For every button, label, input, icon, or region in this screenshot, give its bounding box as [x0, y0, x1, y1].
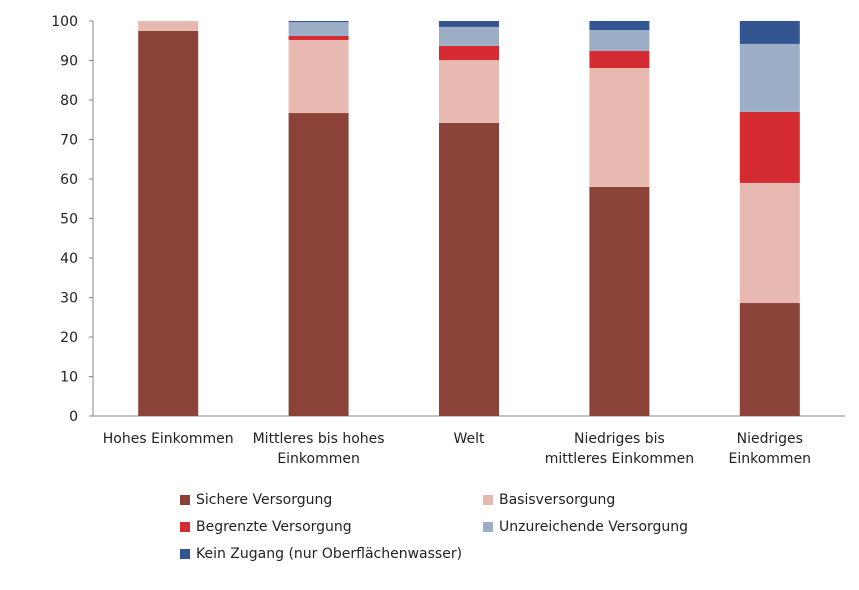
legend-item-kein-zugang: Kein Zugang (nur Oberflächenwasser) — [180, 546, 462, 562]
y-tick-label: 30 — [60, 291, 78, 307]
bar-segment — [589, 186, 650, 416]
y-tick-label: 100 — [51, 14, 78, 30]
legend-item-begrenzt: Begrenzte Versorgung — [180, 519, 352, 535]
legend-label: Sichere Versorgung — [196, 492, 333, 508]
bar-segment — [439, 60, 499, 123]
bar-segment — [439, 21, 499, 27]
legend-swatch — [180, 522, 190, 532]
legend-label: Kein Zugang (nur Oberflächenwasser) — [196, 546, 463, 562]
bar-segment — [739, 111, 800, 183]
bar-segment — [739, 21, 800, 44]
bar-segment — [288, 113, 349, 416]
x-tick-label: Mittleres bis hohes — [253, 431, 385, 447]
legend-swatch — [180, 549, 190, 559]
legend-item-sichere: Sichere Versorgung — [180, 492, 332, 508]
y-tick-label: 80 — [60, 93, 78, 109]
bar-segment — [589, 51, 650, 69]
legend-swatch — [483, 495, 493, 505]
bar-segment — [138, 21, 199, 31]
y-tick-label: 40 — [60, 251, 78, 267]
legend-label: Unzureichende Versorgung — [499, 519, 689, 535]
legend-swatch — [483, 522, 493, 532]
bar-segment — [739, 182, 800, 304]
x-tick-label: mittleres Einkommen — [545, 451, 694, 467]
x-tick-label: Hohes Einkommen — [103, 431, 234, 447]
legend-item-unzureichend: Unzureichende Versorgung — [483, 519, 688, 535]
bar-segment — [288, 36, 349, 40]
x-tick-label: Einkommen — [729, 451, 812, 467]
bar-segment — [439, 45, 499, 61]
bar-segment — [739, 43, 800, 112]
y-tick-label: 70 — [60, 133, 78, 149]
bar-segment — [589, 21, 650, 31]
bar-segment — [138, 30, 199, 416]
legend-swatch — [180, 495, 190, 505]
y-tick-label: 50 — [60, 212, 78, 228]
y-tick-label: 60 — [60, 172, 78, 188]
bar-segment — [589, 30, 650, 52]
bar-segment — [288, 22, 349, 37]
y-tick-label: 90 — [60, 54, 78, 70]
x-tick-label: Niedriges bis — [574, 431, 665, 447]
bar-segment — [288, 39, 349, 114]
y-tick-label: 20 — [60, 330, 78, 346]
legend-label: Basisversorgung — [499, 492, 616, 508]
bar-segment — [439, 26, 499, 46]
x-tick-label: Einkommen — [277, 451, 360, 467]
y-tick-label: 0 — [69, 409, 78, 425]
bar-segment — [589, 68, 650, 187]
legend-label: Begrenzte Versorgung — [196, 519, 352, 535]
bar-segment — [439, 122, 499, 416]
bar-segment — [288, 21, 349, 23]
y-tick-label: 10 — [60, 370, 78, 386]
x-tick-label: Niedriges — [737, 431, 803, 447]
stacked-bar-chart: 0 10 20 30 40 50 60 70 80 90 100 Hohes Einkommen Mit… — [51, 14, 845, 467]
bar-segment — [739, 303, 800, 416]
legend-item-basis: Basisversorgung — [483, 492, 615, 508]
x-tick-label: Welt — [453, 431, 485, 447]
